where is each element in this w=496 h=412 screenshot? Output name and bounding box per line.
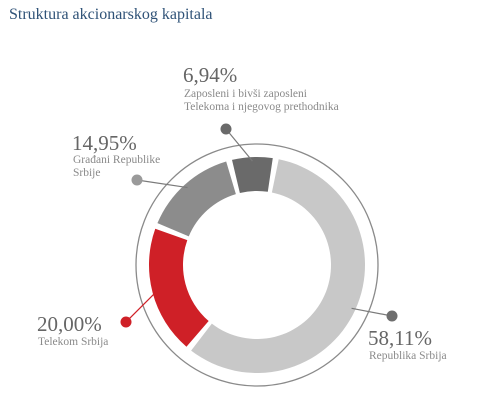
slice-name-label-2: Srbije [73,167,100,179]
slice-2 [157,161,236,237]
slice-value-label-2: 14,95% [72,131,137,155]
slice-3 [232,157,273,194]
slice-name-label-2: Građani Republike [73,154,160,166]
slice-1 [148,228,209,347]
label-dot-2 [131,174,143,186]
leader-line-2 [136,179,188,189]
slice-name-label-3: Zaposleni i bivši zaposleni [184,88,307,100]
slice-name-label-3: Telekoma i njegovog prethodnika [184,101,339,113]
slice-value-label-3: 6,94% [183,63,237,87]
slice-0 [191,159,366,374]
slice-value-label-0: 58,11% [368,326,432,350]
slice-value-label-1: 20,00% [37,312,102,336]
leader-line-3 [225,128,253,162]
slice-name-label-1: Telekom Srbija [38,336,108,348]
leader-line-0 [351,307,393,317]
label-dot-0 [386,310,398,322]
slice-name-label-0: Republika Srbija [369,350,447,362]
outer-ring [135,143,379,387]
leader-line-1 [125,291,157,323]
label-dot-1 [120,316,132,328]
label-dot-3 [220,123,232,135]
chart-title: Struktura akcionarskog kapitala [9,6,213,23]
